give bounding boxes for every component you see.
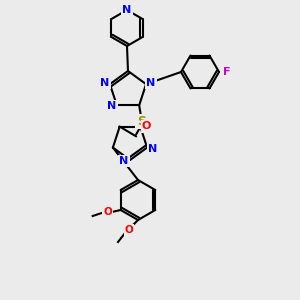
Text: O: O [142, 122, 151, 131]
Text: N: N [100, 78, 110, 88]
Text: N: N [146, 78, 156, 88]
Text: N: N [148, 144, 158, 154]
Text: S: S [137, 115, 146, 128]
Text: O: O [103, 207, 112, 217]
Text: O: O [124, 225, 134, 235]
Text: N: N [119, 156, 129, 166]
Text: N: N [107, 101, 116, 111]
Text: N: N [122, 5, 132, 15]
Text: F: F [223, 67, 231, 77]
